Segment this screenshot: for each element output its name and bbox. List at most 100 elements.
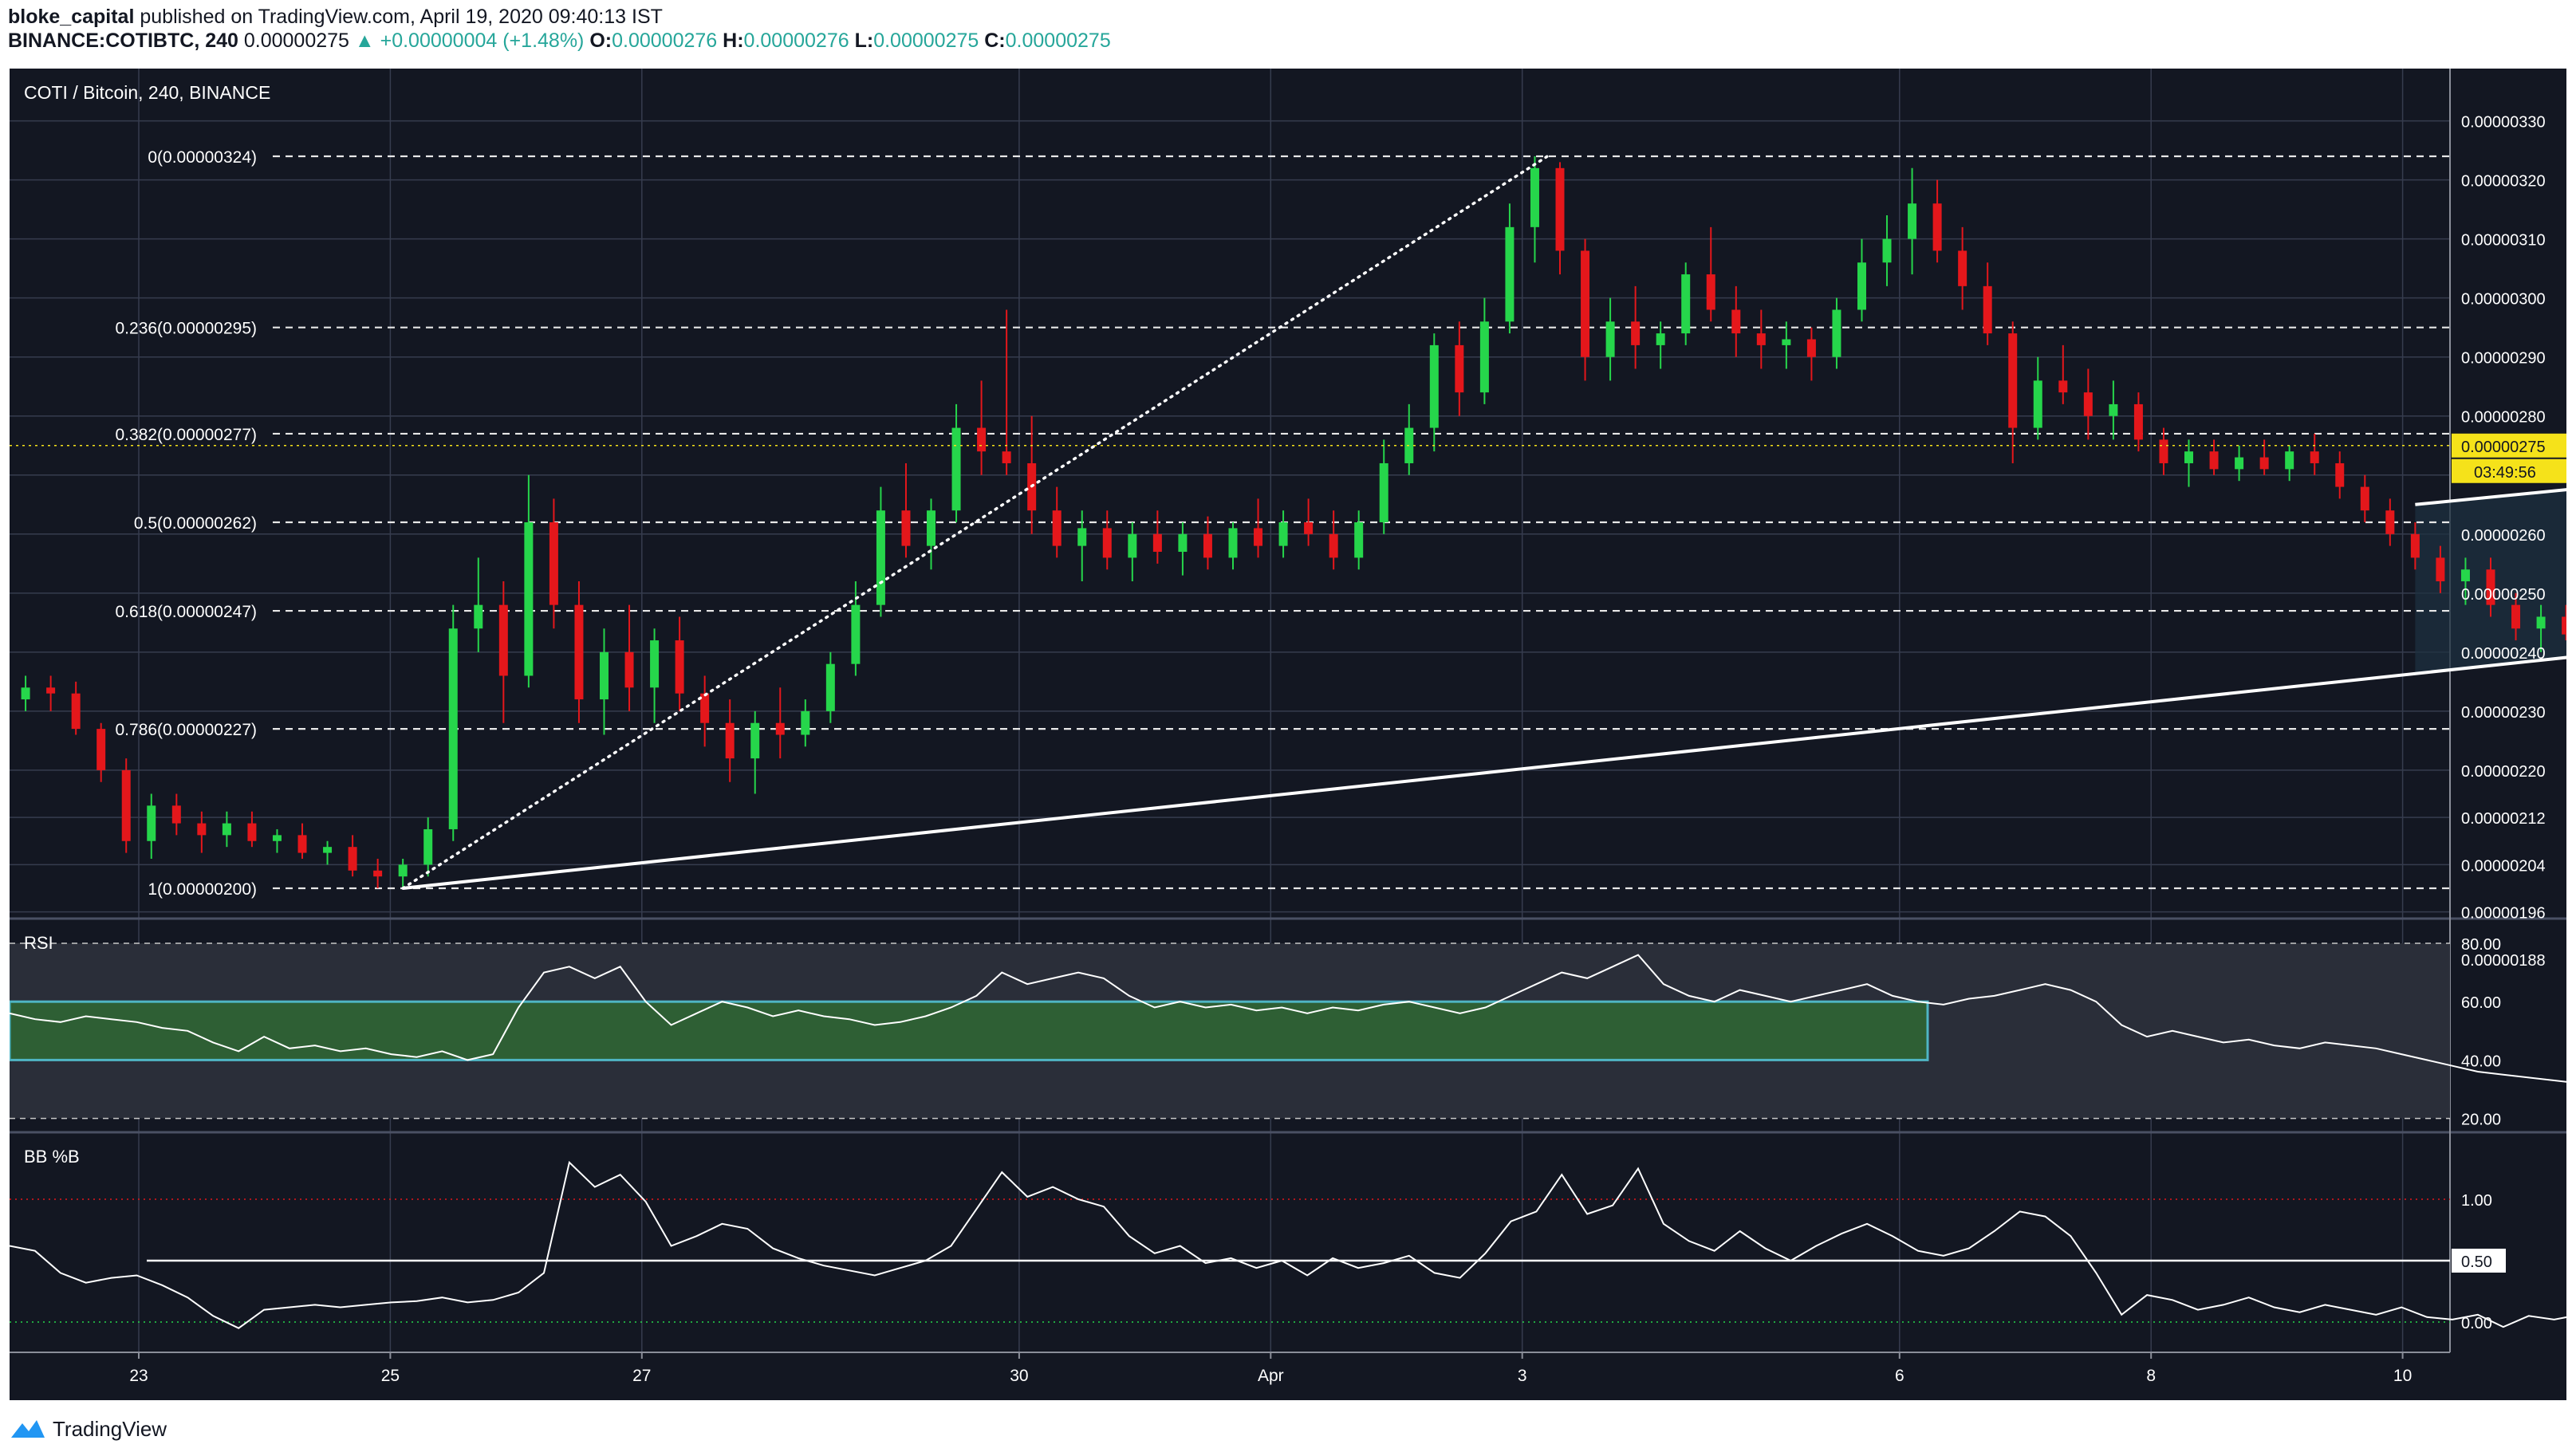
candle-body bbox=[750, 722, 760, 759]
candle-body bbox=[2360, 486, 2369, 511]
candle bbox=[348, 835, 357, 877]
candle bbox=[876, 486, 885, 617]
candle-body bbox=[1455, 344, 1464, 393]
candle bbox=[1756, 309, 1766, 369]
bb-mid-label: 0.50 bbox=[2461, 1253, 2492, 1271]
candle bbox=[2562, 604, 2566, 641]
candle bbox=[1128, 522, 1137, 582]
candle-body bbox=[373, 870, 383, 877]
candle-body bbox=[147, 805, 156, 841]
candle-body bbox=[1605, 321, 1615, 357]
candle bbox=[1329, 510, 1338, 570]
candle bbox=[650, 628, 660, 723]
candle-body bbox=[2109, 403, 2118, 416]
last-price-label: 0.00000275 bbox=[2461, 439, 2546, 456]
countdown-label: 03:49:56 bbox=[2474, 464, 2536, 482]
candle bbox=[2109, 380, 2118, 440]
candle bbox=[624, 604, 634, 711]
candle bbox=[2335, 451, 2345, 499]
price-tick-label: 0.00000260 bbox=[2461, 527, 2546, 545]
candle bbox=[2410, 522, 2420, 570]
fib-level-label: 0(0.00000324) bbox=[148, 148, 257, 167]
publisher-name[interactable]: bloke_capital bbox=[8, 6, 135, 28]
candle-body bbox=[927, 510, 936, 546]
candle-body bbox=[1832, 309, 1841, 357]
candle-body bbox=[1052, 510, 1062, 546]
trendline-support bbox=[402, 655, 2566, 890]
candle bbox=[2310, 433, 2319, 475]
candle bbox=[2385, 498, 2395, 546]
candle-body bbox=[121, 769, 131, 841]
candle-body bbox=[524, 522, 534, 676]
candle bbox=[1354, 510, 1364, 570]
candle-body bbox=[725, 722, 735, 759]
candle bbox=[1479, 297, 1489, 404]
candle bbox=[675, 616, 684, 711]
candle bbox=[97, 722, 106, 782]
candle bbox=[1077, 510, 1087, 582]
candle-body bbox=[801, 710, 810, 735]
high-label: H: bbox=[723, 30, 744, 52]
candle-body bbox=[498, 604, 508, 676]
candle-body bbox=[1479, 321, 1489, 393]
candle-body bbox=[272, 835, 282, 841]
fib-level-label: 1(0.00000200) bbox=[148, 880, 257, 899]
candle bbox=[1857, 238, 1866, 322]
candle bbox=[2486, 557, 2495, 617]
candle-body bbox=[2008, 333, 2018, 428]
candle-body bbox=[2385, 510, 2395, 534]
candle bbox=[2184, 439, 2194, 487]
close-label: C: bbox=[984, 30, 1006, 52]
candle-body bbox=[2259, 457, 2269, 470]
candle bbox=[1806, 327, 1816, 381]
tradingview-logo-icon[interactable] bbox=[10, 1417, 46, 1441]
candle bbox=[1254, 498, 1263, 558]
candle bbox=[1228, 522, 1238, 570]
candle-body bbox=[1254, 528, 1263, 546]
candle bbox=[1983, 262, 1992, 345]
candle bbox=[1152, 510, 1162, 564]
candle bbox=[1932, 179, 1942, 263]
candle-body bbox=[398, 864, 408, 877]
countdown-badge bbox=[2452, 458, 2566, 483]
candle-body bbox=[1731, 309, 1741, 334]
candle bbox=[2460, 557, 2470, 605]
candle bbox=[2235, 445, 2244, 482]
candle-body bbox=[97, 729, 106, 770]
candle-body bbox=[1806, 339, 1816, 357]
price-tick-label: 0.00000330 bbox=[2461, 114, 2546, 132]
candle-body bbox=[1077, 528, 1087, 546]
candle-body bbox=[1983, 285, 1992, 334]
candle bbox=[474, 557, 483, 652]
candle bbox=[775, 687, 785, 759]
candle bbox=[1631, 285, 1641, 369]
candle-body bbox=[1681, 274, 1691, 334]
chart-canvas[interactable]: 0(0.00000324) 0.236(0.00000295) 0.382(0.00… bbox=[10, 69, 2566, 1400]
candle bbox=[197, 811, 207, 853]
candle-body bbox=[71, 693, 81, 730]
fib-level-label: 0.382(0.00000277) bbox=[116, 426, 258, 444]
candle bbox=[71, 681, 81, 735]
candle bbox=[1656, 321, 1665, 369]
candle bbox=[1782, 321, 1791, 369]
candle-body bbox=[1581, 250, 1590, 357]
candle bbox=[1203, 516, 1212, 570]
rsi-line bbox=[10, 954, 2566, 1083]
fib-level-label: 0.618(0.00000247) bbox=[116, 603, 258, 621]
candle-body bbox=[2285, 451, 2294, 470]
candle-body bbox=[901, 510, 911, 546]
price-tick-label: 0.00000280 bbox=[2461, 409, 2546, 427]
rsi-highlight-zone bbox=[10, 1000, 1929, 1061]
candle-body bbox=[2486, 569, 2495, 605]
close-value: 0.00000275 bbox=[1005, 30, 1111, 52]
candle bbox=[725, 699, 735, 782]
candle-body bbox=[2235, 457, 2244, 470]
candle bbox=[977, 380, 987, 475]
candle-body bbox=[1178, 533, 1188, 553]
candle-body bbox=[2460, 569, 2470, 582]
candle-body bbox=[474, 604, 483, 629]
candle bbox=[1958, 226, 1967, 310]
tradingview-brand[interactable]: TradingView bbox=[53, 1416, 167, 1441]
candle bbox=[448, 604, 458, 841]
time-tick-label: 3 bbox=[1518, 1367, 1527, 1385]
